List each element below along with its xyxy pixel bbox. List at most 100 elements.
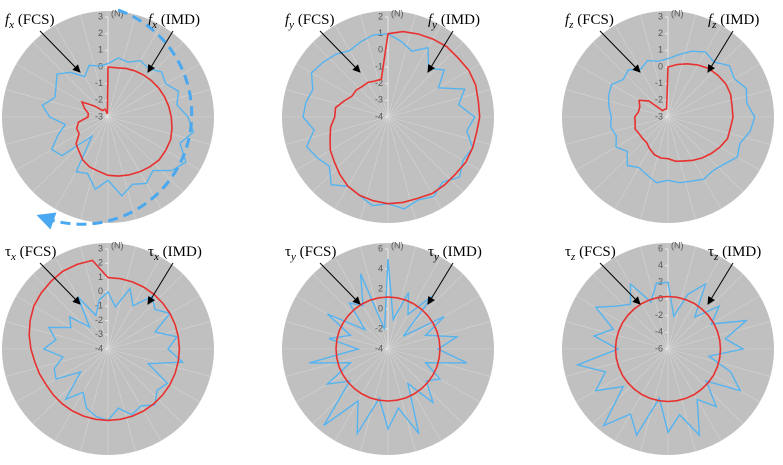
spoke <box>614 25 669 118</box>
unit-label: (N) <box>671 8 684 18</box>
annotation-arrow <box>147 262 174 305</box>
spoke <box>32 348 109 425</box>
series-label: fy (IMD) <box>428 12 480 31</box>
spoke <box>80 116 109 220</box>
r-tick-label: 2 <box>378 283 383 293</box>
series-label: τy (FCS) <box>285 244 336 263</box>
r-tick-label: 1 <box>98 272 103 282</box>
r-tick-label: -3 <box>375 95 383 105</box>
spoke <box>107 348 200 403</box>
series-label: τx (FCS) <box>5 244 56 263</box>
r-tick-label: -3 <box>655 111 663 121</box>
spoke <box>107 14 136 118</box>
r-tick-label: -4 <box>375 111 383 121</box>
annotation-arrow <box>39 30 81 73</box>
spoke <box>285 116 389 145</box>
spoke <box>576 116 669 171</box>
series-label: fy (FCS) <box>285 12 335 31</box>
spoke <box>16 348 109 403</box>
spoke <box>387 63 480 118</box>
r-tick-label: -2 <box>375 323 383 333</box>
r-tick-label: 2 <box>658 277 663 287</box>
unit-label: (N) <box>111 240 124 250</box>
spoke <box>16 116 109 171</box>
series-line <box>28 259 181 422</box>
spoke <box>576 63 669 118</box>
spoke <box>16 295 109 350</box>
r-tick-label: 1 <box>658 45 663 55</box>
unit-label: (N) <box>391 8 404 18</box>
spoke <box>334 257 389 350</box>
annotation-arrow <box>707 30 734 73</box>
series-label: fx (IMD) <box>148 12 200 31</box>
spoke <box>387 257 442 350</box>
unit-label: (N) <box>671 240 684 250</box>
r-tick-label: -2 <box>655 310 663 320</box>
r-tick-label: 0 <box>658 293 663 303</box>
r-tick-label: -4 <box>375 343 383 353</box>
r-tick-label: -1 <box>95 78 103 88</box>
spoke <box>296 116 389 171</box>
spoke <box>667 41 744 118</box>
r-tick-label: 6 <box>378 243 383 253</box>
spoke <box>107 348 162 441</box>
spoke <box>592 41 669 118</box>
spoke <box>54 257 109 350</box>
r-tick-label: -6 <box>655 343 663 353</box>
annotation-arrow <box>707 262 734 305</box>
spoke <box>312 348 389 425</box>
spoke <box>387 116 480 171</box>
series-line <box>633 62 734 163</box>
annotation-arrow <box>147 30 174 73</box>
r-tick-label: 0 <box>658 61 663 71</box>
r-tick-label: 2 <box>98 258 103 268</box>
spoke <box>5 116 109 145</box>
spoke <box>107 116 184 193</box>
spoke <box>667 116 771 145</box>
annotation-arrow <box>39 262 81 305</box>
spoke <box>387 14 416 118</box>
spoke <box>667 116 744 193</box>
spoke <box>312 116 389 193</box>
r-tick-label: -4 <box>655 327 663 337</box>
spoke <box>107 63 200 118</box>
spoke <box>360 246 389 350</box>
series-label: τx (IMD) <box>148 244 202 263</box>
series-label: τz (IMD) <box>708 244 761 263</box>
r-tick-label: -2 <box>375 78 383 88</box>
series-label: fz (IMD) <box>708 12 759 31</box>
r-tick-label: 3 <box>98 11 103 21</box>
spoke <box>387 89 491 118</box>
spoke <box>54 348 109 441</box>
spoke <box>32 273 109 350</box>
spoke <box>107 348 184 425</box>
spoke <box>360 14 389 118</box>
spoke <box>80 246 109 350</box>
r-tick-label: -2 <box>655 95 663 105</box>
r-tick-label: -2 <box>95 315 103 325</box>
r-tick-label: -3 <box>95 329 103 339</box>
spoke <box>5 89 109 118</box>
r-tick-label: 0 <box>378 303 383 313</box>
annotation-arrow <box>599 30 641 73</box>
r-tick-label: 1 <box>378 28 383 38</box>
spoke <box>387 295 480 350</box>
spoke <box>312 41 389 118</box>
spoke <box>360 348 389 452</box>
r-tick-label: 3 <box>98 243 103 253</box>
spoke <box>592 116 669 193</box>
r-tick-label: -1 <box>375 61 383 71</box>
spoke <box>296 295 389 350</box>
spoke <box>285 89 389 118</box>
spoke <box>285 321 389 350</box>
spoke <box>107 116 162 209</box>
spoke <box>107 321 211 350</box>
spoke <box>387 116 416 220</box>
r-tick-label: -1 <box>655 78 663 88</box>
spoke <box>387 25 442 118</box>
r-tick-label: 4 <box>658 260 663 270</box>
spoke <box>387 348 480 403</box>
spoke <box>667 116 722 209</box>
r-tick-label: 6 <box>658 243 663 253</box>
